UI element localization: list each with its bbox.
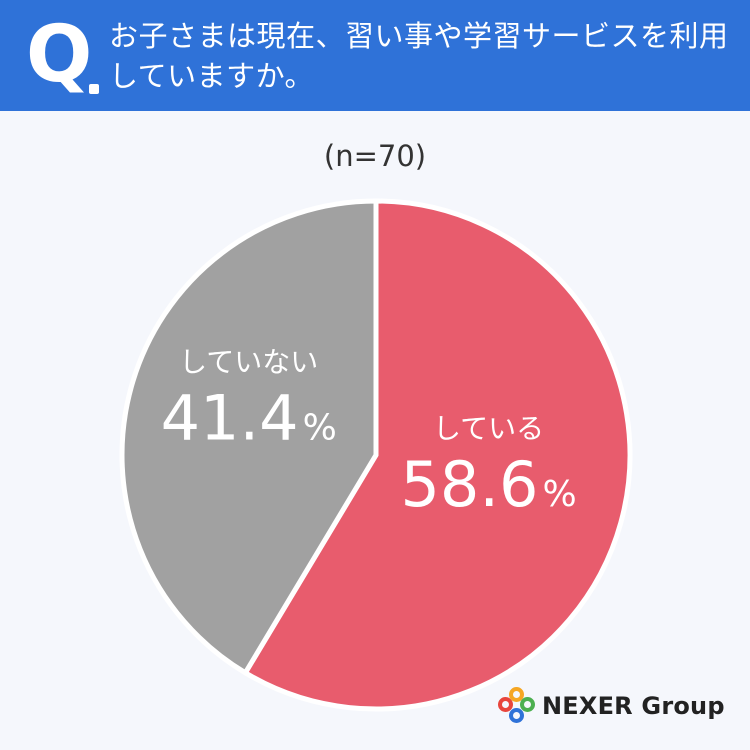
q-dot-icon [89,84,99,94]
pie-slice-2 [119,198,379,676]
sample-size: (n=70) [323,139,427,173]
slice-value-1: 58.6% [400,448,576,521]
slice-label-2: していない [179,346,318,379]
question-text: お子さまは現在、習い事や学習サービスを利用していますか。 [109,19,729,93]
pie-slice-1 [242,198,633,712]
q-badge: Q [26,10,93,100]
slice-value-2: 41.4% [161,382,337,455]
slice-label-1: している [433,412,544,445]
logo-rings-icon [498,687,536,725]
brand-logo: NEXER Group [498,686,725,726]
logo-text: NEXER Group [542,692,725,720]
question-header: Q お子さまは現在、習い事や学習サービスを利用していますか。 [0,0,750,111]
